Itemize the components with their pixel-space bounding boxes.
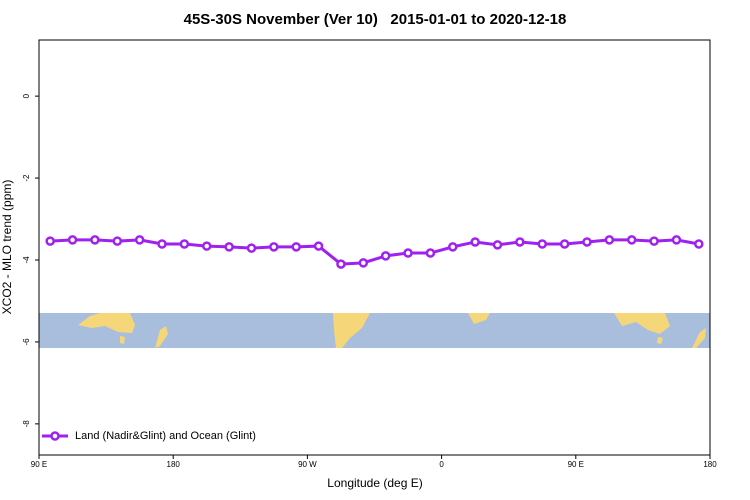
data-point — [604, 235, 615, 245]
data-point — [90, 235, 100, 245]
data-point — [291, 242, 301, 252]
y-tick-label: -6 — [22, 338, 31, 346]
land — [468, 313, 490, 324]
land — [692, 328, 706, 348]
y-tick-label: -8 — [22, 420, 31, 428]
land — [155, 326, 168, 348]
data-point — [269, 242, 279, 252]
x-tick-label: 90 W — [298, 460, 317, 469]
x-tick-label: 0 — [439, 460, 444, 469]
data-point — [470, 237, 480, 247]
data-point — [403, 248, 413, 258]
y-tick-label: -4 — [22, 256, 31, 264]
data-point — [224, 242, 234, 252]
legend-label: Land (Nadir&Glint) and Ocean (Glint) — [75, 430, 256, 442]
plot-frame — [38, 39, 711, 456]
data-point — [112, 236, 123, 246]
data-point — [202, 241, 212, 251]
x-tick-label: 90 E — [31, 460, 47, 469]
land — [614, 313, 670, 334]
data-point — [448, 242, 458, 252]
data-point — [246, 243, 257, 253]
x-tick-label: 180 — [703, 460, 717, 469]
data-point — [671, 235, 682, 245]
land — [657, 337, 663, 344]
data-point — [179, 239, 190, 249]
data-point — [45, 236, 55, 246]
ocean — [39, 313, 710, 348]
chart-title: 45S-30S November (Ver 10) 2015-01-01 to … — [184, 11, 567, 28]
y-tick-label: -2 — [22, 174, 31, 182]
x-tick-label: 90 E — [568, 460, 584, 469]
land — [120, 336, 125, 344]
land — [333, 313, 370, 348]
data-point — [492, 240, 503, 250]
x-tick-label: 180 — [167, 460, 181, 469]
y-tick-label: 0 — [22, 93, 31, 98]
data-point — [380, 251, 391, 261]
data-point — [134, 235, 145, 245]
data-point — [582, 237, 592, 247]
data-point — [336, 259, 346, 269]
data-point — [515, 237, 525, 247]
series-line — [50, 238, 700, 266]
data-point — [67, 235, 78, 245]
data-point — [157, 239, 167, 249]
x-axis-label: Longitude (deg E) — [327, 476, 422, 490]
data-point — [559, 239, 570, 249]
legend-marker — [50, 431, 60, 441]
data-point — [425, 248, 436, 258]
data-point — [626, 235, 637, 245]
data-point — [358, 258, 369, 268]
data-point — [313, 241, 324, 251]
y-axis-label: XCO2 - MLO trend (ppm) — [0, 180, 14, 315]
land — [78, 313, 135, 333]
map-band — [39, 313, 710, 348]
data-point — [649, 236, 659, 246]
data-point — [537, 239, 547, 249]
data-point — [694, 239, 704, 249]
